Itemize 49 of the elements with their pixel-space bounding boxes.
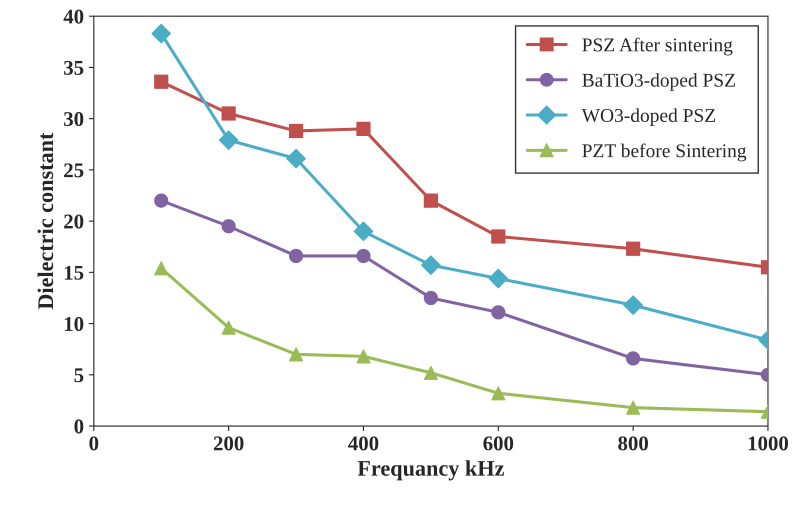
point (154, 194, 168, 208)
point (151, 24, 172, 44)
x-tick-label: 800 (618, 436, 648, 450)
legend-label: BaTiO3-doped PSZ (582, 73, 735, 91)
point (288, 124, 304, 138)
y-tick-label: 30 (64, 112, 84, 126)
point (218, 130, 238, 150)
y-tick-label: 35 (64, 60, 84, 75)
y-tick-label: 20 (64, 214, 84, 229)
legend-label: PZT before Sintering (582, 143, 746, 162)
legend-label: PSZ After sintering (582, 38, 733, 56)
x-tick-label: 600 (483, 436, 514, 450)
point (154, 74, 168, 89)
y-tick-label: 5 (74, 368, 84, 382)
point (491, 305, 506, 320)
point (356, 248, 371, 264)
point (424, 366, 438, 380)
point (424, 194, 438, 208)
point (356, 122, 371, 136)
point (286, 148, 306, 168)
y-tick-label: 25 (64, 163, 84, 178)
x-tick-label: 400 (348, 436, 378, 450)
point (222, 219, 236, 234)
point (288, 347, 304, 362)
point (424, 290, 438, 306)
point (491, 386, 506, 400)
point (356, 349, 371, 364)
y-tick-label: 40 (64, 10, 84, 24)
point (623, 295, 643, 315)
point (222, 106, 236, 121)
y-tick-label: 0 (74, 419, 84, 434)
x-tick-label: 1000 (748, 436, 788, 450)
x-tick-label: 200 (214, 436, 244, 450)
point (626, 242, 640, 256)
point (491, 229, 506, 244)
point (154, 261, 168, 276)
point (288, 248, 304, 264)
y-tick-label: 10 (64, 316, 84, 332)
y-axis-title: Dielectric constant (38, 132, 54, 310)
point (421, 255, 441, 276)
legend-label: WO3-doped PSZ (582, 108, 716, 126)
y-tick-label: 15 (64, 266, 84, 280)
point (626, 351, 640, 366)
point (626, 400, 640, 415)
x-tick-label: 0 (89, 436, 98, 450)
x-axis-title: Frequancy kHz (358, 460, 504, 480)
point (354, 222, 374, 242)
point (222, 320, 236, 335)
point (488, 268, 508, 288)
